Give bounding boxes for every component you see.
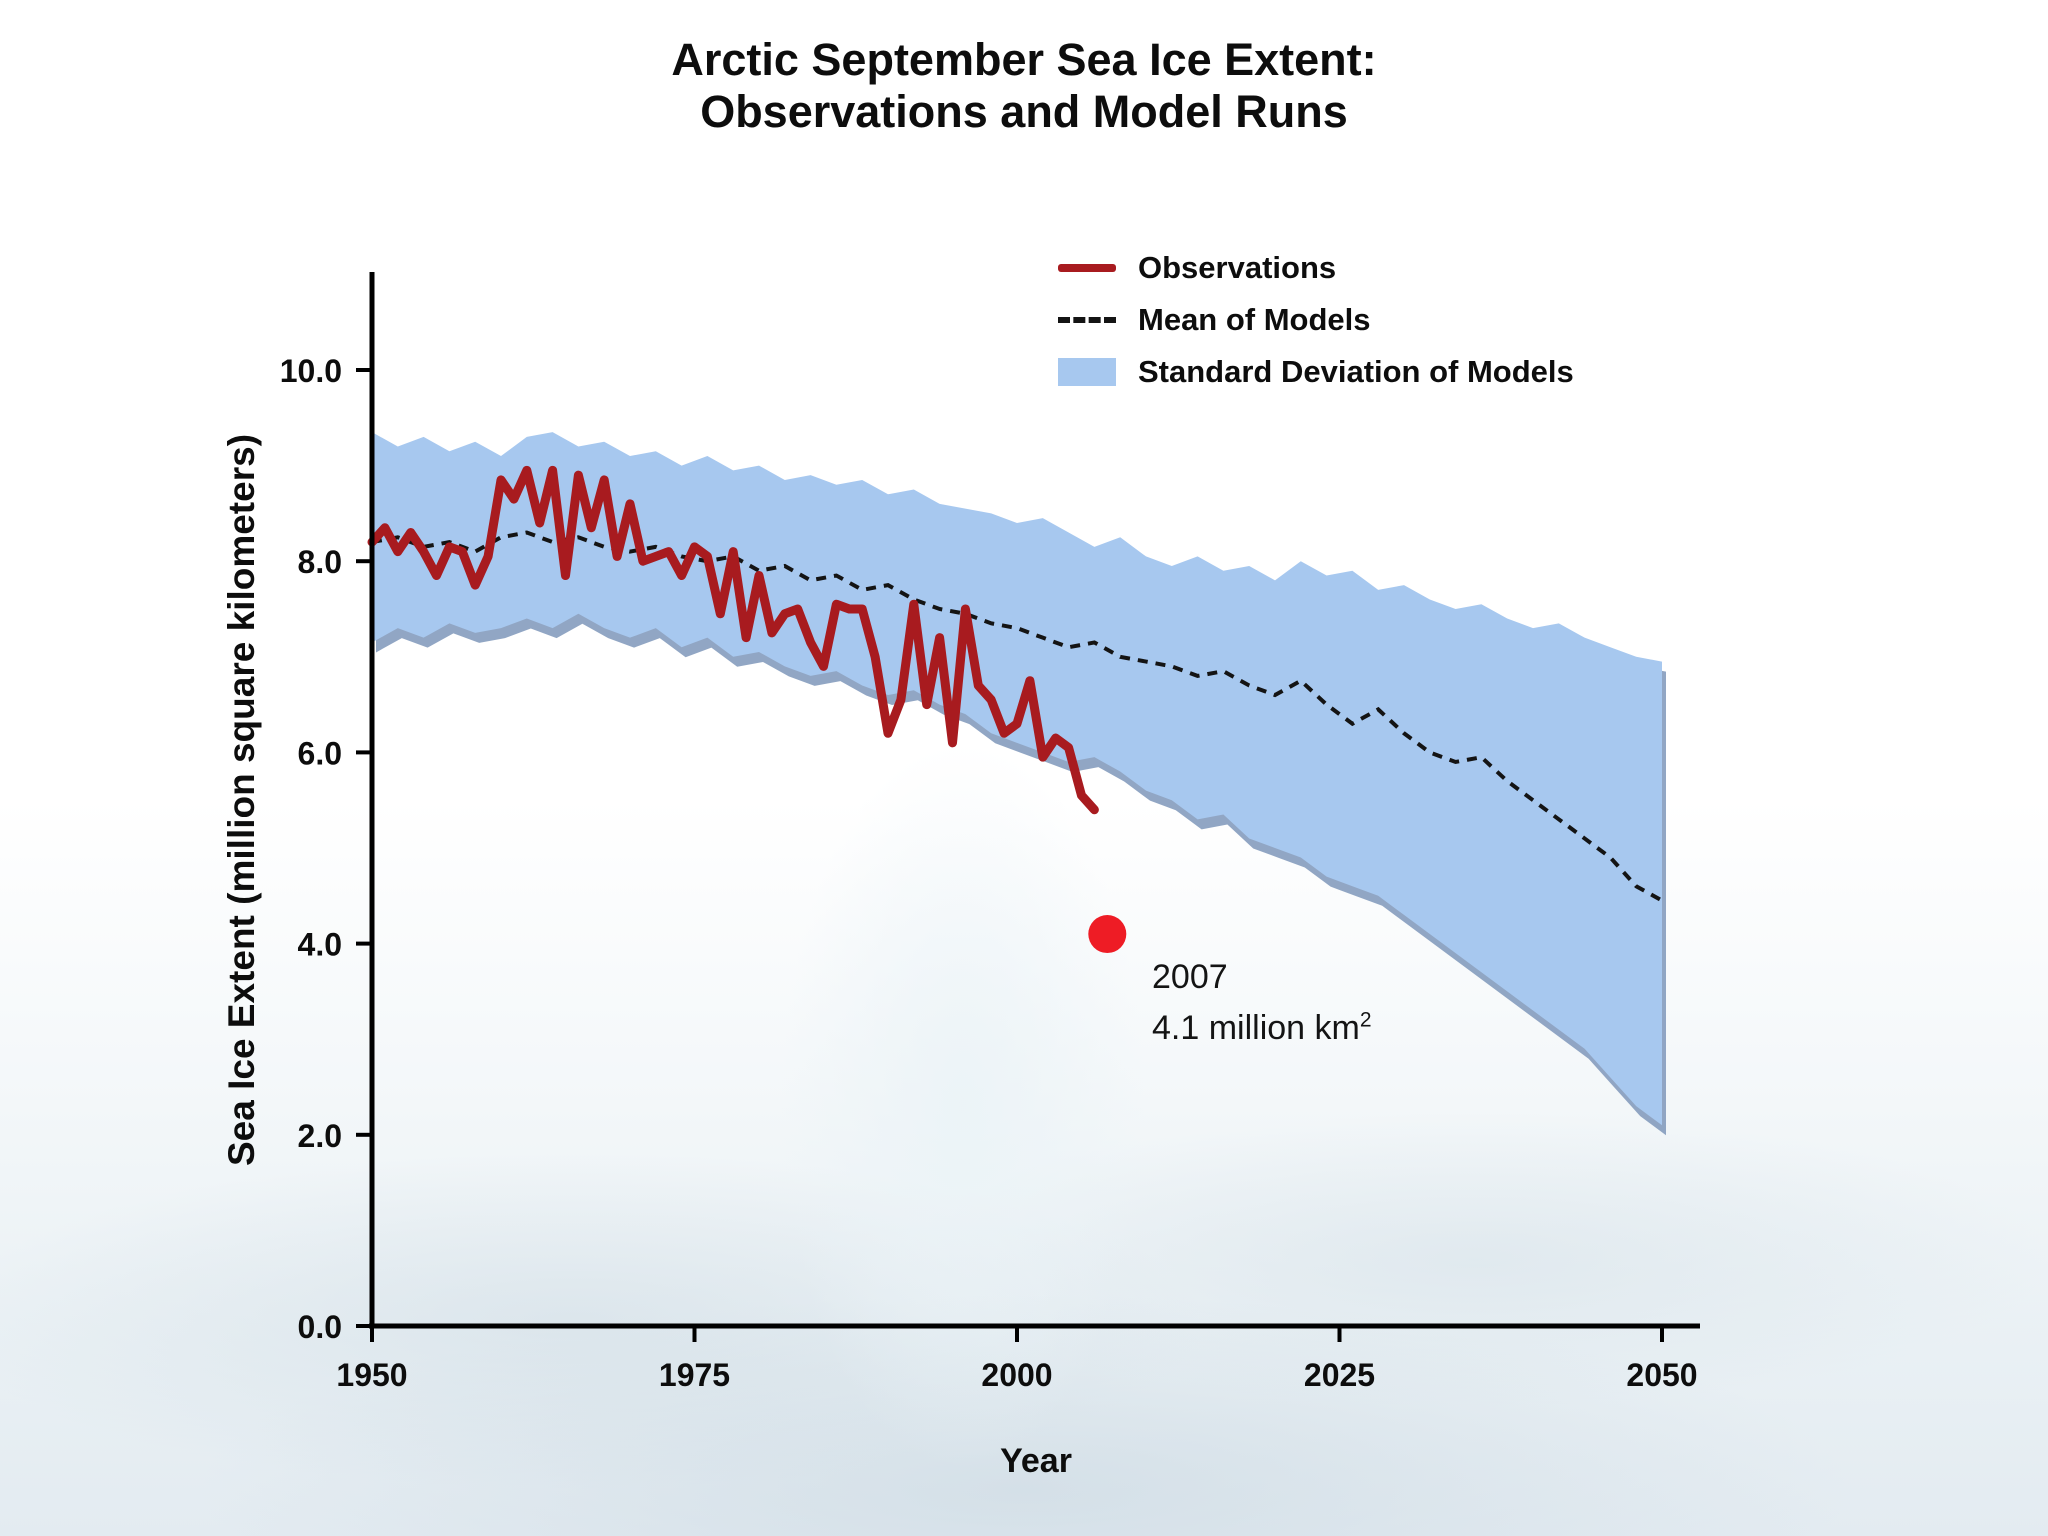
- chart-title-line2: Observations and Model Runs: [700, 86, 1348, 138]
- legend-label: Standard Deviation of Models: [1138, 354, 1574, 389]
- std-deviation-band-swatch: [1058, 358, 1116, 386]
- legend: Observations Mean of Models Standard Dev…: [1058, 242, 1574, 398]
- annotation-2007: 2007 4.1 million km2: [1152, 952, 1372, 1054]
- svg-text:2.0: 2.0: [298, 1118, 342, 1154]
- svg-text:8.0: 8.0: [298, 544, 342, 580]
- svg-text:6.0: 6.0: [298, 735, 342, 771]
- y-axis-label: Sea Ice Extent (million square kilometer…: [221, 433, 262, 1167]
- svg-text:0.0: 0.0: [298, 1309, 342, 1345]
- x-axis-label: Year: [1000, 1442, 1072, 1480]
- svg-text:2000: 2000: [981, 1357, 1052, 1393]
- annotation-year: 2007: [1152, 958, 1228, 996]
- annotation-value: 4.1 million km2: [1152, 1008, 1372, 1047]
- legend-label: Mean of Models: [1138, 302, 1371, 337]
- chart-title: Arctic September Sea Ice Extent: Observa…: [0, 34, 2048, 138]
- legend-label: Observations: [1138, 250, 1337, 285]
- legend-item-mean-of-models: Mean of Models: [1058, 294, 1574, 346]
- svg-text:10.0: 10.0: [280, 353, 342, 389]
- legend-item-standard-deviation: Standard Deviation of Models: [1058, 346, 1574, 398]
- legend-item-observations: Observations: [1058, 242, 1574, 294]
- mean-dashed-line-swatch: [1058, 317, 1116, 323]
- annotation-superscript: 2: [1359, 1008, 1372, 1032]
- svg-text:1950: 1950: [336, 1357, 407, 1393]
- svg-text:4.0: 4.0: [298, 927, 342, 963]
- observations-line-swatch: [1058, 264, 1116, 272]
- chart-title-line1: Arctic September Sea Ice Extent:: [671, 34, 1377, 85]
- svg-text:2050: 2050: [1626, 1357, 1697, 1393]
- svg-text:1975: 1975: [659, 1357, 730, 1393]
- svg-text:2025: 2025: [1304, 1357, 1375, 1393]
